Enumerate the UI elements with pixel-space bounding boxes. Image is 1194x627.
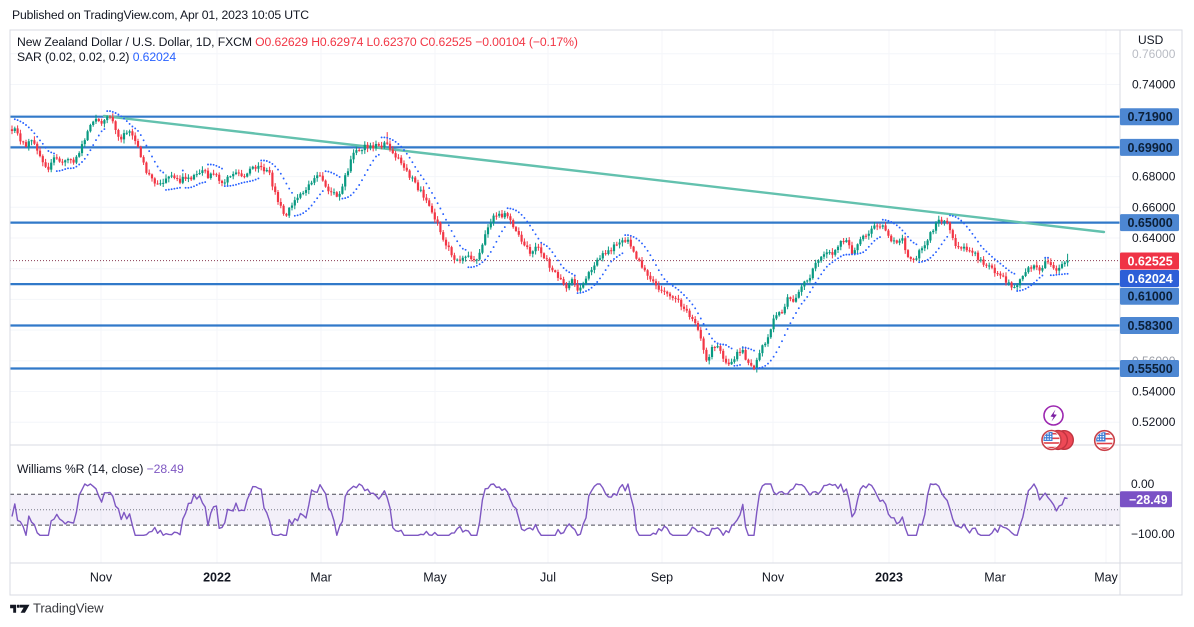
svg-text:0.68000: 0.68000 <box>1132 170 1176 184</box>
svg-text:May: May <box>1094 571 1118 585</box>
svg-text:0.74000: 0.74000 <box>1132 78 1176 92</box>
svg-text:0.55500: 0.55500 <box>1128 362 1173 376</box>
svg-text:Williams %R (14, close) −28.4: Williams %R (14, close) −28.49 <box>17 462 184 476</box>
svg-text:0.64000: 0.64000 <box>1132 231 1176 245</box>
svg-text:−28.49: −28.49 <box>1129 493 1168 507</box>
svg-text:−100.00: −100.00 <box>1131 527 1175 541</box>
svg-text:0.66000: 0.66000 <box>1132 200 1176 214</box>
svg-text:0.54000: 0.54000 <box>1132 385 1176 399</box>
svg-text:0.76000: 0.76000 <box>1132 47 1176 61</box>
svg-text:0.69900: 0.69900 <box>1128 141 1173 155</box>
svg-text:0.00: 0.00 <box>1131 477 1155 491</box>
svg-text:2023: 2023 <box>875 571 903 585</box>
svg-text:0.62024: 0.62024 <box>1128 272 1173 286</box>
svg-text:TradingView: TradingView <box>33 601 104 616</box>
svg-text:Mar: Mar <box>984 571 1006 585</box>
svg-text:Sep: Sep <box>651 571 673 585</box>
svg-text:0.58300: 0.58300 <box>1128 319 1173 333</box>
svg-text:Published on TradingView.com,: Published on TradingView.com, Apr 01, 20… <box>12 8 309 22</box>
svg-text:Jul: Jul <box>540 571 556 585</box>
svg-text:SAR (0.02, 0.02, 0.2) 0.62024: SAR (0.02, 0.02, 0.2) 0.62024 <box>17 50 176 64</box>
svg-text:0.71900: 0.71900 <box>1128 110 1173 124</box>
svg-text:2022: 2022 <box>203 571 231 585</box>
svg-text:Mar: Mar <box>310 571 332 585</box>
svg-text:0.62525: 0.62525 <box>1128 255 1173 269</box>
svg-text:May: May <box>423 571 447 585</box>
svg-text:Nov: Nov <box>762 571 785 585</box>
svg-text:New Zealand Dollar / U.S. Doll: New Zealand Dollar / U.S. Dollar, 1D, FX… <box>17 35 578 49</box>
svg-text:0.52000: 0.52000 <box>1132 415 1176 429</box>
svg-text:0.65000: 0.65000 <box>1128 216 1173 230</box>
svg-text:USD: USD <box>1138 33 1164 47</box>
svg-text:Nov: Nov <box>90 571 113 585</box>
svg-text:0.61000: 0.61000 <box>1128 290 1173 304</box>
